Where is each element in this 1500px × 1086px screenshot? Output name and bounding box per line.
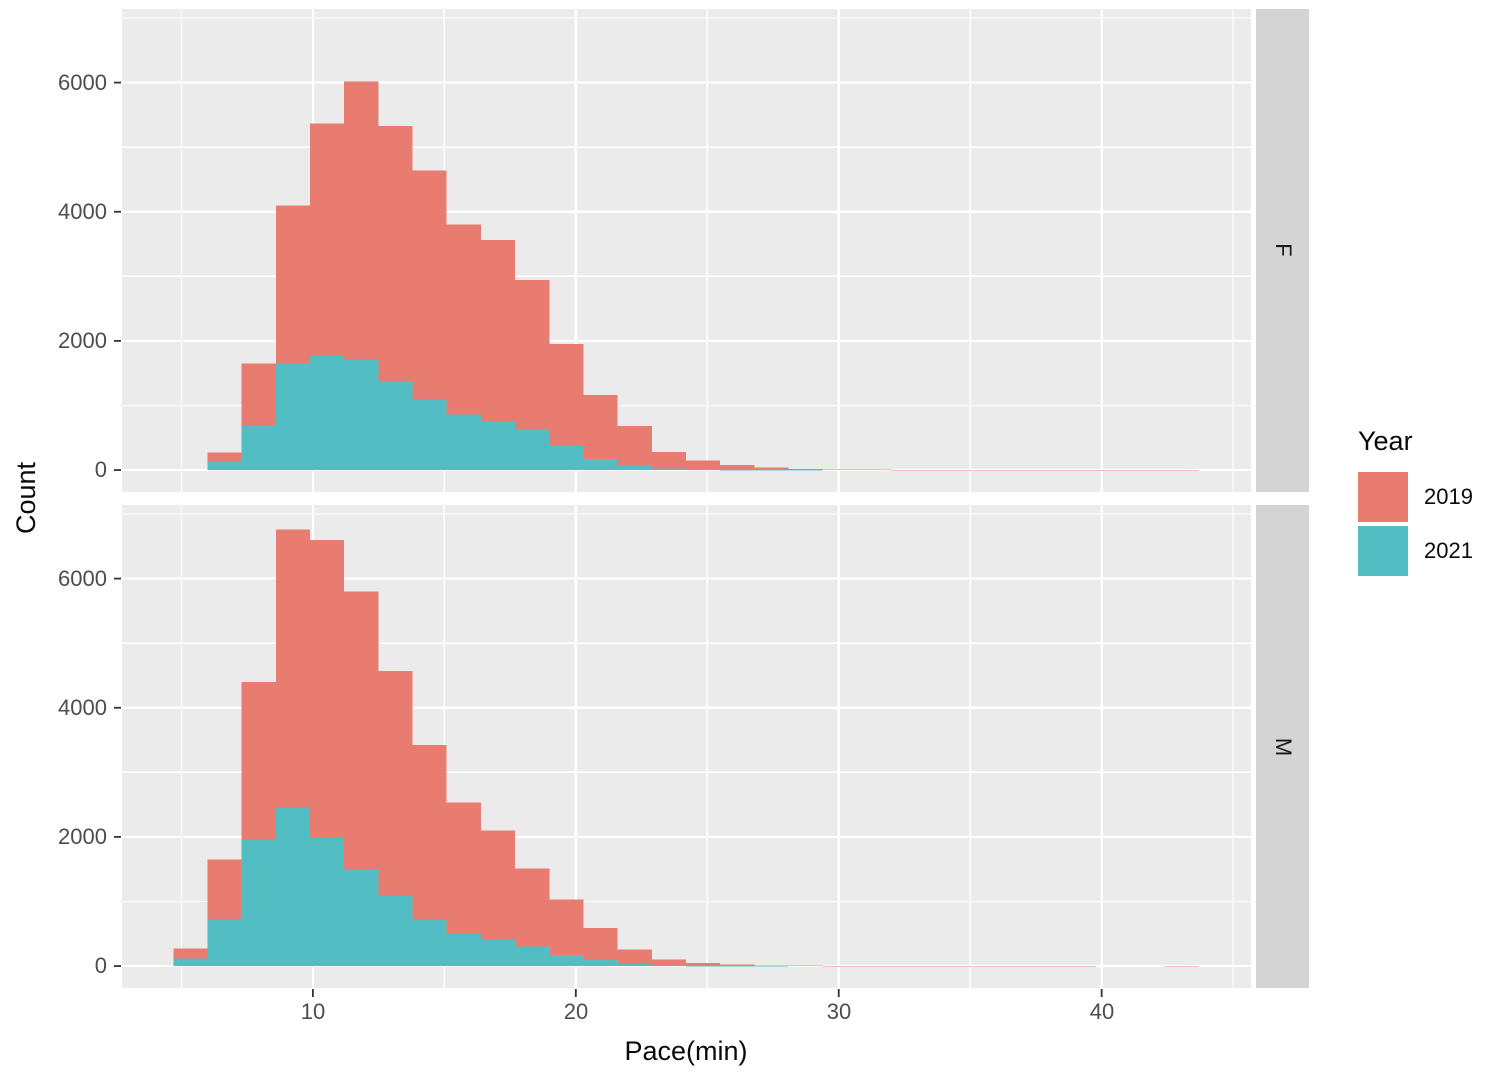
bar-F-2021-bin1 <box>207 461 242 471</box>
bar-F-2019-bin13 <box>617 426 652 471</box>
bar-F-2019-bin27 <box>1096 469 1131 471</box>
bar-M-2019-bin14 <box>651 959 686 967</box>
bar-M-2019-bin24 <box>993 965 1028 967</box>
bar-F-2019-bin17 <box>754 467 789 471</box>
bar-F-2021-bin2 <box>241 424 276 471</box>
bar-F-2021-bin17 <box>754 469 789 471</box>
bar-F-2019-bin19 <box>822 469 857 471</box>
facet-strip-M <box>1256 505 1309 988</box>
bar-F-2021-bin4 <box>309 355 345 471</box>
x-tick-label: 30 <box>826 999 852 1024</box>
y-tick-label: 0 <box>94 953 107 978</box>
bar-M-2019-bin22 <box>925 965 960 967</box>
bar-F-2021-bin5 <box>344 359 379 471</box>
bar-M-2021-bin7 <box>412 920 447 967</box>
bar-F-2019-bin20 <box>856 469 892 471</box>
bar-M-2021-bin11 <box>549 955 584 967</box>
y-axis-title: Count <box>11 461 41 535</box>
bar-F-2021-bin18 <box>788 469 823 471</box>
bar-M-2019-bin13 <box>617 949 652 967</box>
legend-swatch-2019 <box>1358 472 1408 522</box>
bar-F-2019-bin24 <box>993 469 1028 471</box>
bar-F-2019-bin22 <box>925 469 960 471</box>
bar-M-2019-bin23 <box>959 965 994 967</box>
bar-F-2019-bin18 <box>788 469 823 471</box>
y-tick-label: 4000 <box>58 695 107 720</box>
bar-F-2019-bin29 <box>1164 469 1199 471</box>
bar-M-2019-bin12 <box>583 927 618 967</box>
bar-M-2019-bin20 <box>856 965 892 967</box>
y-tick-label: 6000 <box>58 70 107 95</box>
bar-F-2021-bin3 <box>275 363 310 471</box>
bar-M-2021-bin16 <box>720 965 755 967</box>
bar-M-2019-bin17 <box>754 965 789 967</box>
bar-M-2019-bin21 <box>891 965 926 967</box>
bar-F-2019-bin12 <box>583 395 618 471</box>
x-tick-label: 20 <box>563 999 589 1024</box>
bar-F-2019-bin15 <box>685 460 721 471</box>
bar-F-2019-bin23 <box>959 469 994 471</box>
bar-M-2019-bin15 <box>685 962 721 967</box>
bar-M-2019-bin26 <box>1061 965 1097 967</box>
legend-title: Year <box>1358 426 1413 456</box>
bar-M-2021-bin8 <box>446 933 481 967</box>
x-tick-label: 10 <box>300 999 326 1024</box>
y-tick-label: 4000 <box>58 199 107 224</box>
bar-F-2021-bin10 <box>515 429 550 471</box>
facet-strip-label-m: M <box>1271 737 1296 757</box>
bar-M-2021-bin3 <box>275 807 310 967</box>
bar-M-2021-bin9 <box>480 940 516 967</box>
bar-F-2021-bin12 <box>583 459 618 471</box>
bar-F-2021-bin15 <box>685 469 721 471</box>
x-axis-title: Pace(min) <box>624 1036 748 1066</box>
y-tick-label: 6000 <box>58 566 107 591</box>
bar-F-2021-bin16 <box>720 469 755 471</box>
bar-F-2019-bin16 <box>720 464 755 471</box>
facet-strip-F <box>1256 9 1309 492</box>
bar-F-2021-bin11 <box>549 445 584 471</box>
bar-M-2021-bin1 <box>207 919 242 967</box>
bar-M-2021-bin13 <box>617 964 652 967</box>
bar-M-2019-bin16 <box>720 964 755 967</box>
bar-M-2019-bin11 <box>549 899 584 967</box>
y-tick-label: 0 <box>94 457 107 482</box>
legend-swatch-2021 <box>1358 526 1408 576</box>
bar-F-2021-bin7 <box>412 399 447 471</box>
legend-label-2019: 2019 <box>1424 484 1473 509</box>
bar-M-2021-bin2 <box>241 840 276 967</box>
bar-F-2021-bin13 <box>617 465 652 471</box>
x-tick-label: 40 <box>1089 999 1115 1024</box>
bar-F-2019-bin28 <box>1130 469 1165 471</box>
bar-F-2021-bin14 <box>651 468 686 471</box>
bar-F-2021-bin8 <box>446 414 481 471</box>
y-tick-label: 2000 <box>58 328 107 353</box>
y-tick-label: 2000 <box>58 824 107 849</box>
bar-F-2019-bin26 <box>1061 469 1097 471</box>
bar-F-2019-bin25 <box>1027 469 1062 471</box>
bar-M-2019-bin25 <box>1027 965 1062 967</box>
bar-M-2021-bin15 <box>685 965 721 967</box>
bar-M-2019-bin29 <box>1164 965 1199 967</box>
bar-F-2021-bin9 <box>480 420 516 471</box>
bar-M-2021-bin5 <box>344 869 379 967</box>
bar-M-2021-bin4 <box>309 838 345 967</box>
bar-M-2021-bin12 <box>583 960 618 967</box>
bar-F-2019-bin21 <box>891 469 926 471</box>
bar-F-2019-bin14 <box>651 451 686 471</box>
legend-label-2021: 2021 <box>1424 538 1473 563</box>
bar-M-2021-bin6 <box>378 895 413 967</box>
facet-strip-label-f: F <box>1271 243 1296 257</box>
bar-M-2021-bin14 <box>651 965 686 967</box>
bar-M-2019-bin19 <box>822 965 857 967</box>
bar-F-2021-bin6 <box>378 381 413 471</box>
bar-M-2021-bin10 <box>515 946 550 967</box>
bar-M-2021-bin17 <box>754 965 789 967</box>
bar-M-2019-bin18 <box>788 965 823 967</box>
bar-M-2021-bin0 <box>173 958 208 967</box>
